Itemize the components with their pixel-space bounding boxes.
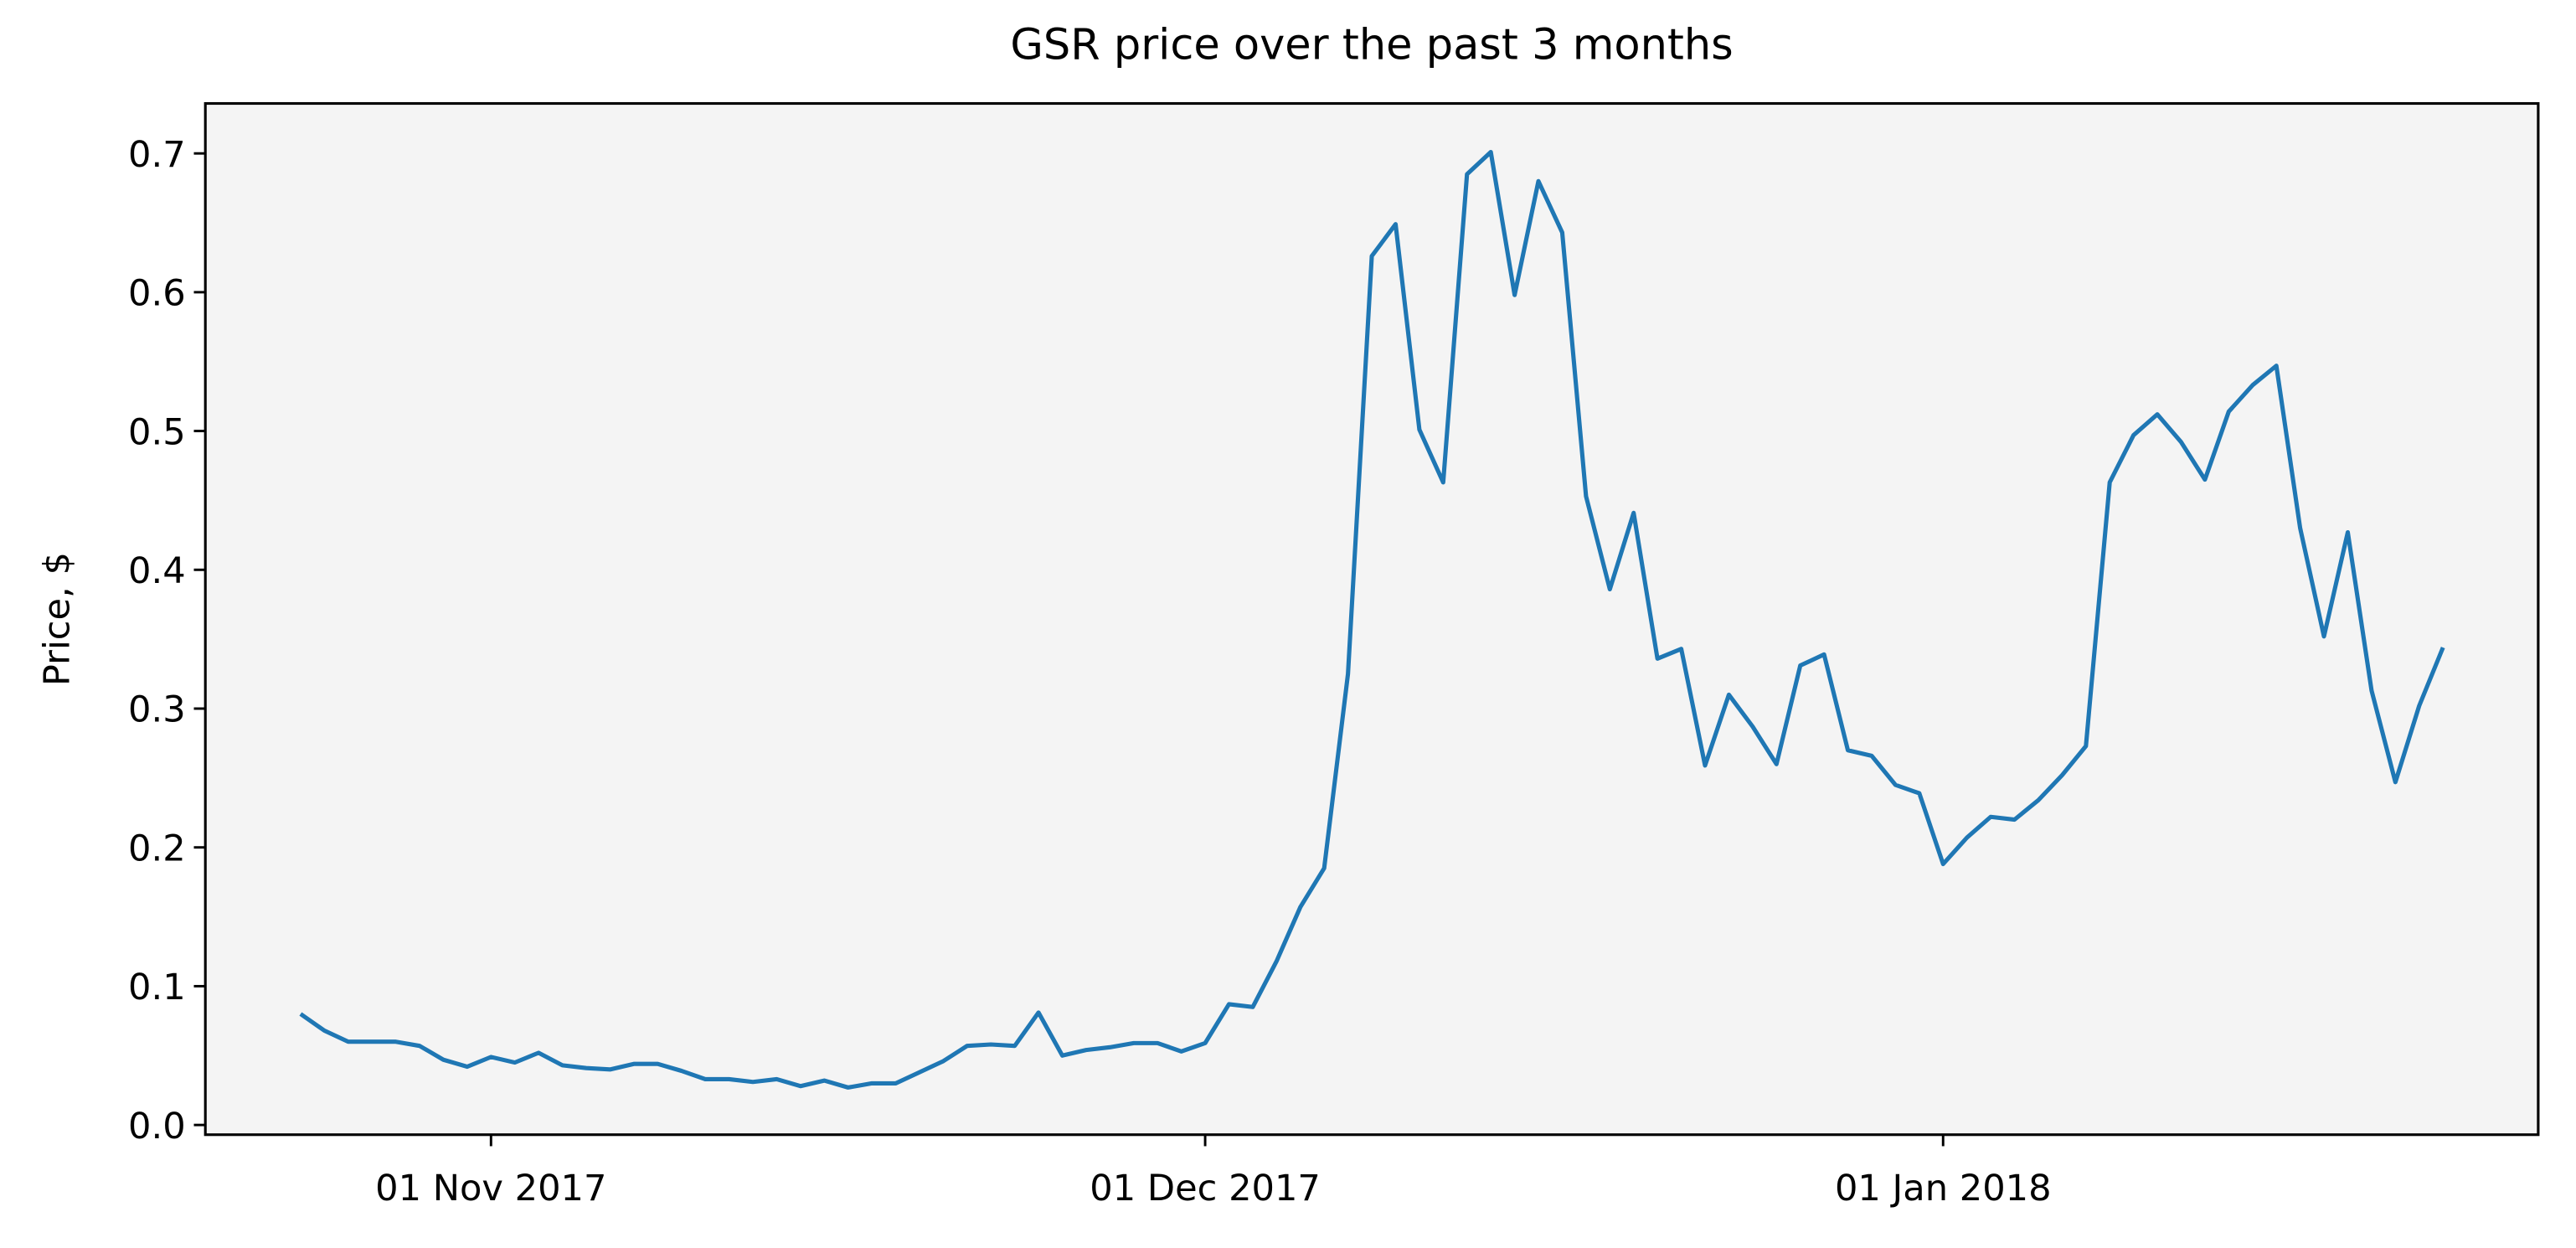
x-tick-label: 01 Jan 2018 [1835, 1168, 2052, 1209]
y-tick-label: 0.5 [128, 411, 186, 453]
chart-title: GSR price over the past 3 months [1010, 21, 1733, 70]
y-tick-label: 0.0 [128, 1106, 186, 1147]
y-tick-label: 0.1 [128, 967, 186, 1008]
y-tick-label: 0.2 [128, 828, 186, 869]
x-tick-label: 01 Dec 2017 [1090, 1168, 1321, 1209]
y-tick-label: 0.7 [128, 134, 186, 176]
y-axis-label: Price, $ [36, 552, 78, 686]
price-line [299, 149, 2445, 1090]
y-tick-label: 0.4 [128, 550, 186, 592]
y-tick-label: 0.6 [128, 273, 186, 315]
x-tick-label: 01 Nov 2017 [375, 1168, 606, 1209]
y-tick-label: 0.3 [128, 689, 186, 731]
plot-frame [204, 101, 2540, 1137]
